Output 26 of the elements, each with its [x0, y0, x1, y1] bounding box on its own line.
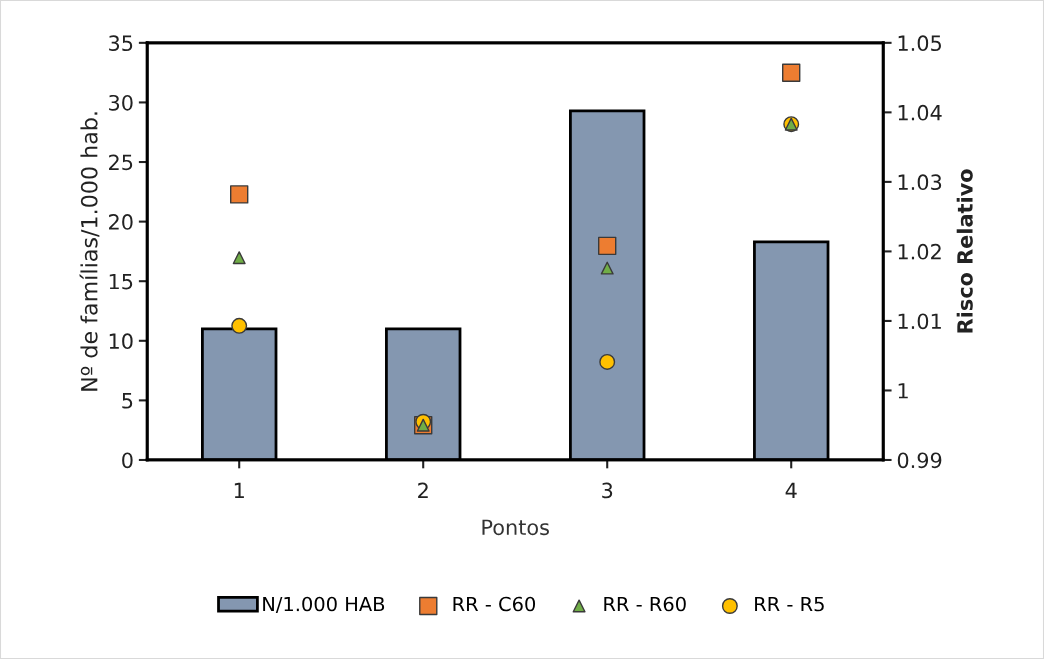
y-tick-label: 0	[122, 452, 133, 469]
y-tick-label: 15	[109, 273, 133, 290]
x-axis-title: Pontos	[482, 519, 549, 536]
y2-tick-label: 1.04	[898, 104, 942, 121]
x-tick-label: 3	[602, 482, 613, 499]
y-tick-label: 20	[109, 214, 133, 230]
y-axis-title: Nº de famílias/1.000 hab.	[79, 112, 100, 391]
y2-axis-title: Risco Relativo	[956, 169, 973, 333]
legend-label: RR - R60	[604, 596, 686, 612]
y2-tick-label: 1	[898, 383, 908, 399]
y-tick-label: 5	[122, 393, 133, 409]
legend-label: N/1.000 HAB	[263, 596, 385, 613]
y2-tick-label: 0.99	[897, 452, 942, 469]
y2-tick-label: 1.05	[898, 35, 941, 52]
y2-tick-label: 1.01	[898, 313, 941, 330]
y2-tick-label: 1.03	[898, 174, 942, 191]
legend-label: RR - C60	[453, 596, 536, 612]
y2-tick-label: 1.02	[898, 243, 941, 260]
x-tick-label: 4	[785, 482, 797, 499]
y-tick-label: 25	[109, 154, 133, 171]
y-tick-label: 30	[109, 94, 133, 111]
x-tick-label: 2	[418, 482, 428, 499]
x-tick-label: 1	[234, 482, 244, 499]
y-tick-label: 10	[109, 333, 133, 350]
legend-label: RR - R5	[755, 596, 824, 612]
y-tick-label: 35	[109, 35, 133, 52]
